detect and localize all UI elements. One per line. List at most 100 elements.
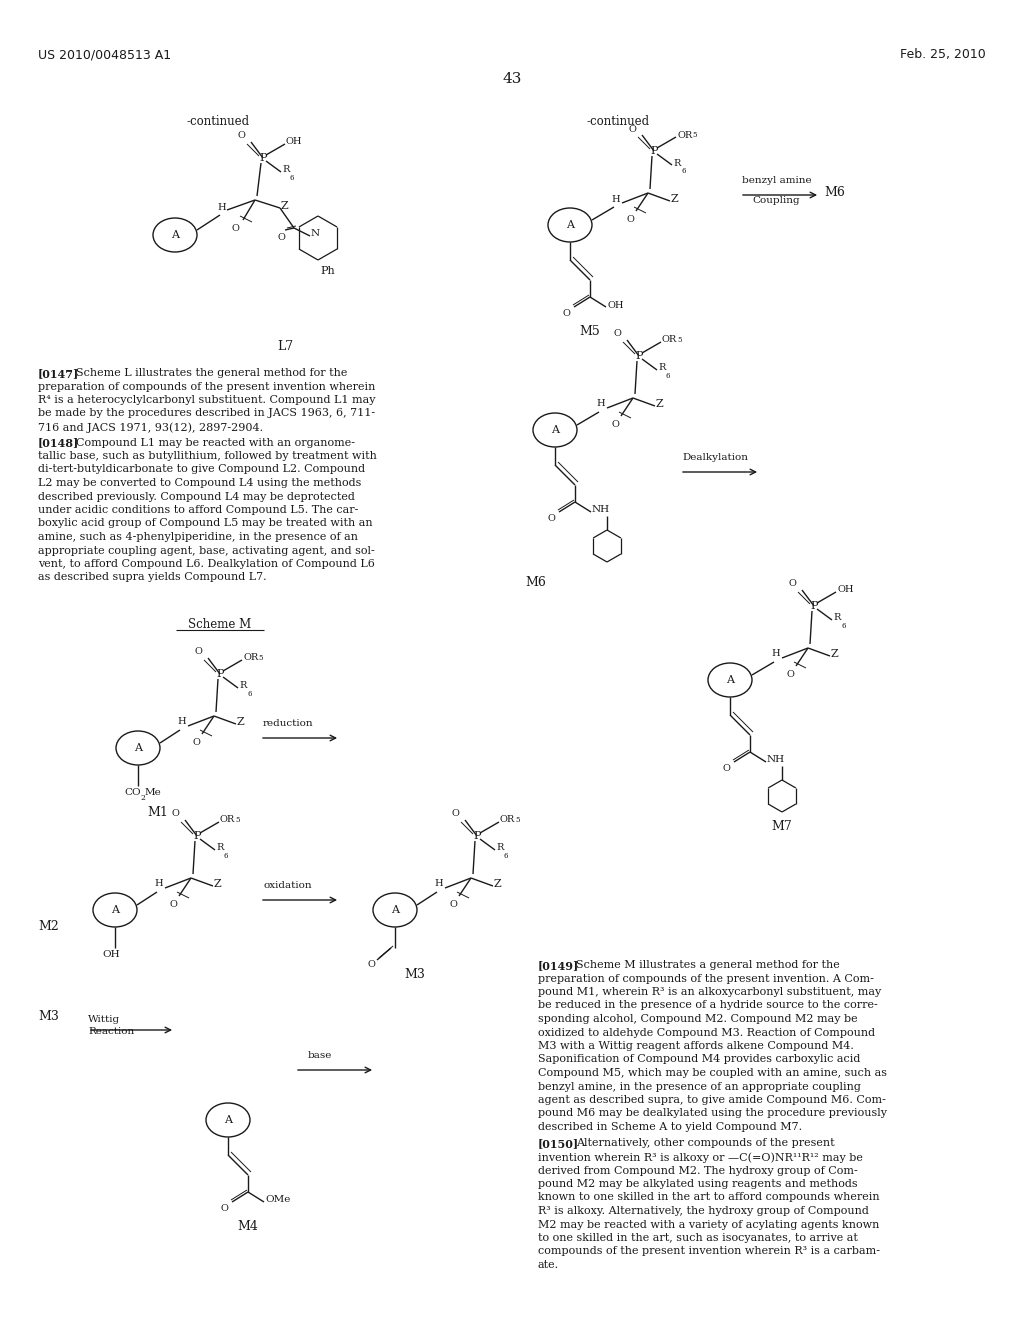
Text: OR: OR: [662, 335, 677, 345]
Text: benzyl amine: benzyl amine: [742, 176, 812, 185]
Text: 6: 6: [504, 851, 509, 861]
Text: Feb. 25, 2010: Feb. 25, 2010: [900, 48, 986, 61]
Text: OH: OH: [837, 586, 853, 594]
Text: -continued: -continued: [587, 115, 649, 128]
Text: H: H: [434, 879, 442, 888]
Text: M2 may be reacted with a variety of acylating agents known: M2 may be reacted with a variety of acyl…: [538, 1220, 880, 1229]
Text: Scheme L illustrates the general method for the: Scheme L illustrates the general method …: [76, 368, 347, 378]
Text: NH: NH: [767, 755, 785, 764]
Text: [0147]: [0147]: [38, 368, 79, 379]
Text: O: O: [231, 224, 239, 234]
Text: O: O: [169, 900, 177, 909]
Text: O: O: [451, 809, 459, 818]
Text: O: O: [195, 648, 202, 656]
Text: be reduced in the presence of a hydride source to the corre-: be reduced in the presence of a hydride …: [538, 1001, 878, 1011]
Text: A: A: [171, 230, 179, 240]
Text: tallic base, such as butyllithium, followed by treatment with: tallic base, such as butyllithium, follo…: [38, 451, 377, 461]
Text: preparation of compounds of the present invention. A Com-: preparation of compounds of the present …: [538, 974, 873, 983]
Text: -continued: -continued: [186, 115, 250, 128]
Text: agent as described supra, to give amide Compound M6. Com-: agent as described supra, to give amide …: [538, 1096, 886, 1105]
Text: R: R: [282, 165, 290, 174]
Text: OR: OR: [500, 816, 515, 825]
Text: boxylic acid group of Compound L5 may be treated with an: boxylic acid group of Compound L5 may be…: [38, 519, 373, 528]
Text: R³ is alkoxy. Alternatively, the hydroxy group of Compound: R³ is alkoxy. Alternatively, the hydroxy…: [538, 1206, 869, 1216]
Text: Z: Z: [831, 649, 839, 659]
Text: Scheme M illustrates a general method for the: Scheme M illustrates a general method fo…: [575, 960, 840, 970]
Text: known to one skilled in the art to afford compounds wherein: known to one skilled in the art to affor…: [538, 1192, 880, 1203]
Text: M3: M3: [404, 968, 425, 981]
Text: O: O: [562, 309, 570, 318]
Text: US 2010/0048513 A1: US 2010/0048513 A1: [38, 48, 171, 61]
Text: as described supra yields Compound L7.: as described supra yields Compound L7.: [38, 573, 266, 582]
Text: H: H: [596, 400, 604, 408]
Text: invention wherein R³ is alkoxy or —C(=O)NR¹¹R¹² may be: invention wherein R³ is alkoxy or —C(=O)…: [538, 1152, 863, 1163]
Text: O: O: [613, 330, 621, 338]
Text: Me: Me: [145, 788, 162, 797]
Text: amine, such as 4-phenylpiperidine, in the presence of an: amine, such as 4-phenylpiperidine, in th…: [38, 532, 358, 543]
Text: Z: Z: [281, 201, 289, 211]
Text: A: A: [224, 1115, 232, 1125]
Text: M6: M6: [525, 576, 546, 589]
Text: reduction: reduction: [263, 719, 313, 729]
Text: [0149]: [0149]: [538, 960, 580, 972]
Text: H: H: [154, 879, 163, 888]
Text: O: O: [238, 132, 245, 140]
Text: OMe: OMe: [265, 1196, 291, 1204]
Text: ate.: ate.: [538, 1261, 559, 1270]
Text: 6: 6: [224, 851, 228, 861]
Text: described previously. Compound L4 may be deprotected: described previously. Compound L4 may be…: [38, 491, 355, 502]
Text: P: P: [650, 147, 657, 156]
Text: O: O: [626, 215, 634, 224]
Text: Compound L1 may be reacted with an organome-: Compound L1 may be reacted with an organ…: [76, 437, 355, 447]
Text: sponding alcohol, Compound M2. Compound M2 may be: sponding alcohol, Compound M2. Compound …: [538, 1014, 858, 1024]
Text: vent, to afford Compound L6. Dealkylation of Compound L6: vent, to afford Compound L6. Dealkylatio…: [38, 558, 375, 569]
Text: Saponification of Compound M4 provides carboxylic acid: Saponification of Compound M4 provides c…: [538, 1055, 860, 1064]
Text: R: R: [496, 843, 504, 853]
Text: O: O: [722, 764, 730, 774]
Text: NH: NH: [592, 506, 610, 515]
Text: 5: 5: [258, 653, 262, 663]
Text: Z: Z: [494, 879, 502, 888]
Text: R: R: [833, 614, 841, 623]
Text: 6: 6: [290, 174, 295, 182]
Text: Z: Z: [237, 717, 245, 727]
Text: OH: OH: [286, 137, 302, 147]
Text: under acidic conditions to afford Compound L5. The car-: under acidic conditions to afford Compou…: [38, 506, 358, 515]
Text: O: O: [450, 900, 457, 909]
Text: P: P: [259, 153, 266, 162]
Text: Wittig: Wittig: [88, 1015, 120, 1024]
Text: H: H: [771, 649, 779, 659]
Text: benzyl amine, in the presence of an appropriate coupling: benzyl amine, in the presence of an appr…: [538, 1081, 861, 1092]
Text: Z: Z: [671, 194, 679, 205]
Text: pound M2 may be alkylated using reagents and methods: pound M2 may be alkylated using reagents…: [538, 1179, 858, 1189]
Text: P: P: [194, 832, 201, 841]
Text: 5: 5: [677, 337, 682, 345]
Text: O: O: [193, 738, 200, 747]
Text: 6: 6: [666, 372, 671, 380]
Text: R: R: [216, 843, 223, 853]
Text: pound M1, wherein R³ is an alkoxycarbonyl substituent, may: pound M1, wherein R³ is an alkoxycarbony…: [538, 987, 882, 997]
Text: 6: 6: [841, 622, 846, 630]
Text: R: R: [239, 681, 247, 690]
Text: described in Scheme A to yield Compound M7.: described in Scheme A to yield Compound …: [538, 1122, 802, 1133]
Text: P: P: [473, 832, 480, 841]
Text: P: P: [216, 669, 224, 678]
Text: P: P: [635, 351, 643, 360]
Text: A: A: [551, 425, 559, 436]
Text: 716 and JACS 1971, 93(12), 2897-2904.: 716 and JACS 1971, 93(12), 2897-2904.: [38, 422, 263, 433]
Text: 5: 5: [692, 131, 696, 139]
Text: 6: 6: [247, 690, 252, 698]
Text: L7: L7: [276, 341, 293, 352]
Text: OR: OR: [243, 653, 258, 663]
Text: H: H: [217, 202, 225, 211]
Text: compounds of the present invention wherein R³ is a carbam-: compounds of the present invention where…: [538, 1246, 880, 1257]
Text: to one skilled in the art, such as isocyanates, to arrive at: to one skilled in the art, such as isocy…: [538, 1233, 858, 1243]
Text: Z: Z: [656, 399, 664, 409]
Text: appropriate coupling agent, base, activating agent, and sol-: appropriate coupling agent, base, activa…: [38, 545, 375, 556]
Text: A: A: [111, 906, 119, 915]
Text: 5: 5: [234, 816, 240, 824]
Text: O: O: [611, 420, 618, 429]
Text: CO: CO: [124, 788, 140, 797]
Text: O: O: [788, 579, 796, 589]
Text: Reaction: Reaction: [88, 1027, 134, 1036]
